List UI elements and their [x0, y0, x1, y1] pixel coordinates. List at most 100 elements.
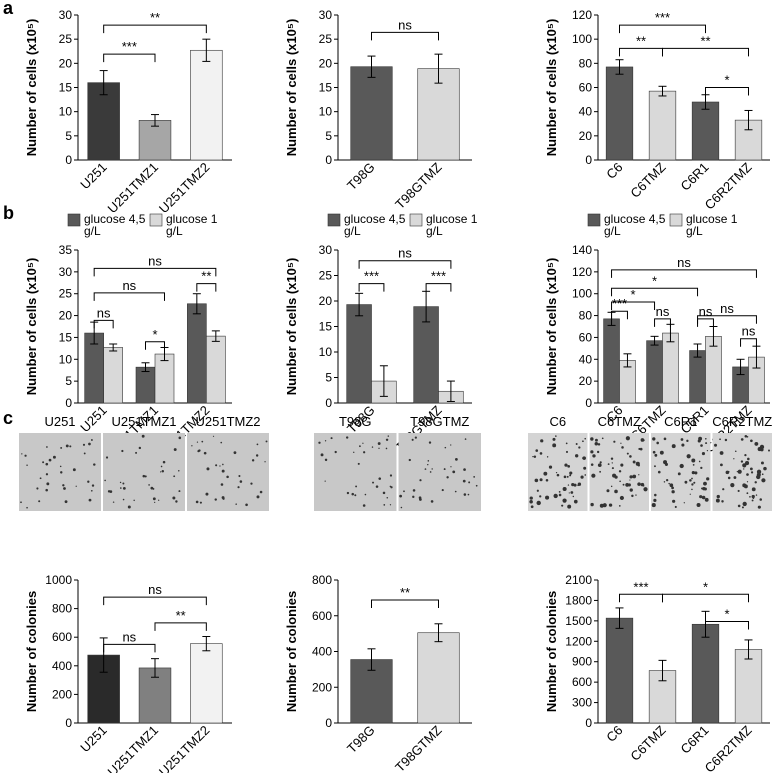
image-label: U251 [44, 414, 75, 429]
image-label: C6R2TMZ [712, 414, 772, 429]
colony-dot [597, 463, 602, 468]
y-tick-label: 200 [312, 680, 332, 694]
colony-dot [591, 473, 596, 478]
colony-dot [548, 465, 553, 469]
y-tick-label: 5 [325, 129, 332, 143]
bar [646, 340, 663, 404]
y-tick-label: 10 [59, 352, 73, 366]
colony-dot [565, 450, 569, 453]
colony-dot [595, 438, 598, 442]
colony-dot [704, 497, 709, 502]
y-tick-label: 20 [579, 374, 593, 388]
y-tick-label: 1000 [45, 573, 72, 587]
colony-dot [681, 443, 685, 447]
bar [734, 649, 763, 724]
colony-dot [565, 442, 568, 445]
colony-dot [264, 461, 266, 463]
error-bar [623, 353, 632, 368]
colony-dot [700, 444, 703, 447]
error-bar [355, 292, 364, 317]
colony-dot [741, 506, 744, 509]
colony-dot [746, 481, 749, 483]
significance-label: ns [742, 324, 756, 339]
x-tick-label: U251TMZ1 [105, 723, 162, 773]
colony-dot [656, 441, 659, 445]
x-tick-label: C6TMZ [627, 722, 668, 763]
colony-dot [346, 491, 350, 495]
y-axis-label: Number of colonies [284, 591, 299, 712]
colony-dot [545, 478, 549, 482]
significance-label: * [631, 287, 636, 302]
colony-dot [767, 449, 771, 452]
y-tick-label: 30 [59, 8, 73, 22]
colony-dot [755, 494, 758, 496]
colony-dot [590, 502, 594, 507]
micrograph [103, 433, 185, 511]
colony-dot [703, 481, 707, 486]
error-bar [736, 358, 745, 376]
colony-dot [161, 470, 165, 473]
colony-dot [716, 494, 720, 499]
colony-dot [256, 443, 259, 446]
colony-dot [20, 501, 22, 504]
y-tick-label: 15 [319, 320, 333, 334]
colony-dot [583, 466, 587, 470]
legend-label: glucose 4,5 g/L [84, 213, 146, 238]
bar [190, 49, 223, 161]
colony-dot [599, 461, 602, 464]
error-bar [615, 59, 624, 75]
significance-bracket [371, 31, 439, 41]
micrograph [712, 433, 772, 511]
y-tick-label: 20 [319, 56, 333, 70]
colony-dot [535, 449, 539, 452]
error-bar [211, 330, 220, 342]
colony-dot [706, 477, 710, 481]
colony-dot [573, 499, 578, 504]
colony-dot [142, 474, 146, 478]
colony-dot [199, 501, 202, 504]
colony-dot [220, 483, 224, 486]
x-tick-label: C6R2TMZ [702, 722, 755, 773]
colony-dot [663, 460, 668, 465]
colony-dot [122, 482, 125, 485]
y-tick-label: 10 [59, 105, 73, 119]
colony-dot [701, 487, 703, 490]
colony-dot [235, 503, 237, 505]
colony-dot [354, 494, 357, 497]
colony-dot [749, 495, 751, 498]
colony-dot [566, 475, 569, 478]
bar [691, 623, 720, 724]
significance-bracket [697, 315, 757, 324]
y-tick-label: 5 [325, 371, 332, 385]
colony-dot [702, 487, 706, 491]
colony-dot [45, 462, 49, 466]
colony-dot [597, 443, 601, 446]
colony-dot [700, 466, 703, 469]
error-bar [99, 637, 108, 673]
colony-dot [611, 467, 614, 470]
colony-dot [427, 463, 429, 466]
y-tick-label: 140 [572, 243, 592, 257]
colony-dot [463, 493, 467, 496]
colony-dot [686, 454, 691, 459]
colony-dot [36, 487, 39, 490]
colony-dot [122, 486, 126, 490]
colony-dot [746, 435, 749, 438]
y-tick-label: 0 [585, 153, 592, 167]
significance-bracket [697, 318, 714, 327]
colony-dot [534, 478, 539, 483]
colony-dot [428, 441, 432, 444]
colony-dot [63, 487, 66, 490]
significance-label: ** [150, 10, 160, 25]
colony-dot [160, 465, 163, 468]
colony-dot [740, 460, 744, 463]
significance-label: * [724, 73, 729, 88]
colony-dot [473, 476, 476, 478]
colony-dot [65, 444, 69, 448]
significance-label: ns [720, 301, 734, 316]
image-label: C6R1 [664, 414, 697, 429]
colony-dot [119, 487, 122, 489]
y-tick-label: 100 [572, 287, 592, 301]
y-tick-label: 200 [52, 687, 72, 701]
y-tick-label: 600 [312, 609, 332, 623]
